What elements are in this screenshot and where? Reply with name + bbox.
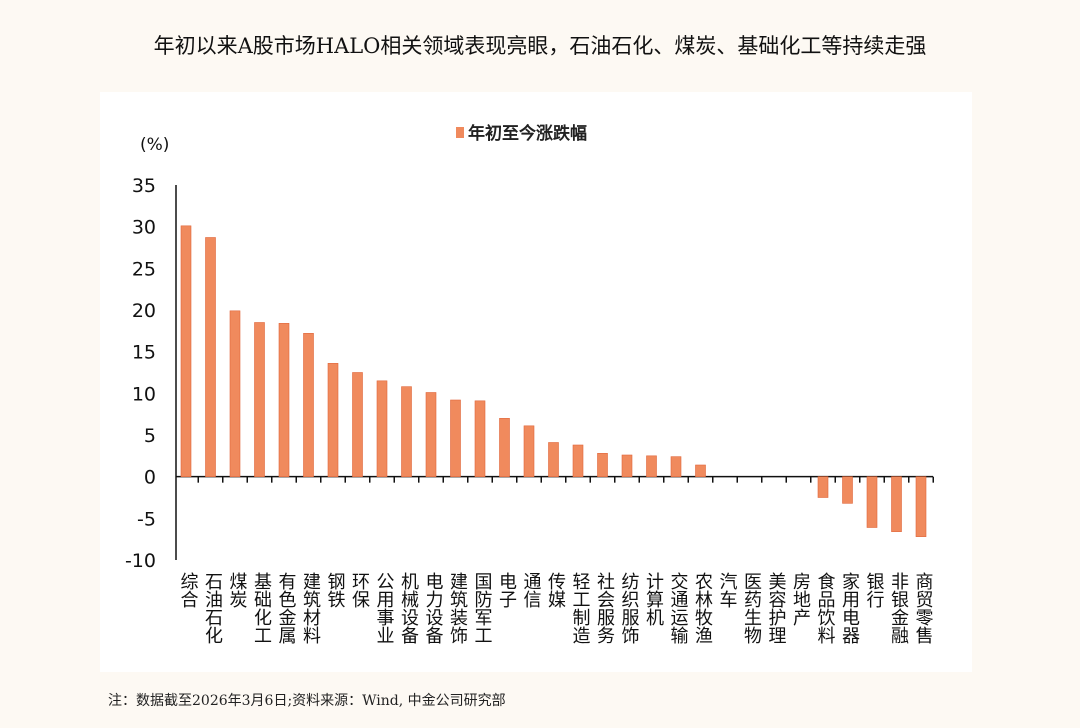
x-tick-label: 轻工制造 [570, 572, 591, 644]
bar [915, 476, 927, 537]
x-tick-label: 基础化工 [251, 572, 272, 644]
chart-card [100, 92, 972, 672]
bar [474, 400, 486, 477]
x-tick-label: 纺织服饰 [619, 572, 640, 644]
y-tick-label: 30 [132, 217, 156, 239]
legend-swatch [456, 127, 464, 138]
x-tick-label: 通信 [521, 572, 542, 608]
x-tick-label: 社会服务 [594, 572, 615, 644]
bar [817, 476, 829, 498]
bar [572, 444, 584, 477]
y-tick-label: 5 [144, 425, 156, 447]
x-tick-label: 电力设备 [423, 572, 444, 644]
bar [205, 237, 216, 477]
x-tick-label: 建筑装饰 [447, 572, 468, 644]
x-tick-label: 家用电器 [839, 572, 860, 644]
bar [866, 476, 878, 528]
y-tick-label: 35 [132, 175, 156, 197]
x-tick-label: 食品饮料 [815, 572, 836, 644]
x-tick-label: 机械设备 [398, 572, 419, 644]
bar [891, 476, 902, 532]
x-tick-label: 非银金融 [888, 572, 909, 644]
y-tick-label: 20 [132, 300, 156, 322]
x-tick-label: 房地产 [790, 572, 811, 626]
x-tick-label: 煤炭 [227, 572, 248, 608]
y-tick-label: 15 [132, 342, 156, 364]
x-tick-label: 电子 [496, 572, 517, 608]
y-tick-label: -10 [125, 550, 156, 572]
x-tick-label: 汽车 [717, 572, 738, 608]
bar [450, 399, 461, 477]
x-tick-label: 计算机 [643, 572, 664, 626]
bar [695, 464, 706, 477]
bar [499, 418, 510, 477]
bar [597, 453, 608, 477]
x-tick-label: 国防军工 [472, 572, 493, 644]
x-tick-label: 建筑材料 [300, 572, 321, 644]
x-tick-label: 公用事业 [374, 572, 395, 644]
bar [621, 454, 633, 477]
x-tick-label: 传媒 [545, 572, 566, 608]
bar [646, 455, 657, 477]
y-tick-label: -5 [137, 508, 156, 530]
bar [376, 380, 388, 477]
bar [352, 372, 363, 477]
bar [425, 392, 437, 477]
x-tick-label: 银行 [864, 572, 885, 608]
bar [303, 333, 314, 477]
x-tick-label: 商贸零售 [913, 572, 934, 644]
x-tick-label: 综合 [178, 572, 199, 608]
y-tick-label: 10 [132, 383, 156, 405]
bar [180, 225, 192, 477]
bar [254, 322, 265, 477]
bar [278, 323, 290, 477]
bar [670, 456, 682, 477]
footnote: 注：数据截至2026年3月6日;资料来源：Wind, 中金公司研究部 [108, 693, 506, 709]
bar [842, 476, 853, 504]
x-tick-label: 农林牧渔 [692, 572, 713, 644]
x-tick-label: 钢铁 [325, 572, 346, 608]
x-tick-label: 有色金属 [276, 572, 297, 644]
y-tick-label: 0 [144, 467, 156, 489]
x-tick-label: 医药生物 [741, 572, 762, 644]
bar [523, 425, 535, 477]
bar [229, 310, 241, 477]
x-tick-label: 石油石化 [202, 572, 223, 644]
bar [401, 386, 412, 477]
x-tick-label: 环保 [349, 572, 370, 608]
y-tick-label: 25 [132, 258, 156, 280]
x-tick-label: 交通运输 [668, 572, 689, 645]
x-tick-label: 美容护理 [766, 572, 787, 644]
legend-label: 年初至今涨跌幅 [468, 123, 587, 144]
page-title: 年初以来A股市场HALO相关领域表现亮眼，石油石化、煤炭、基础化工等持续走强 [153, 34, 927, 58]
y-axis-label: (%) [140, 135, 169, 155]
bar [327, 363, 339, 477]
bar [548, 442, 559, 477]
